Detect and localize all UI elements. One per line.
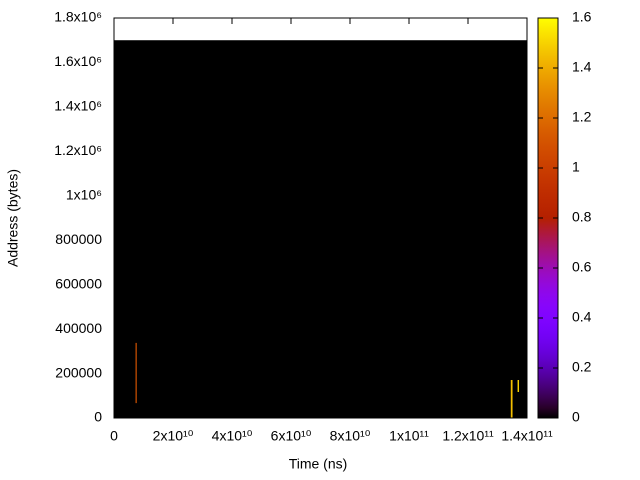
y-tick-label: 400000	[55, 320, 102, 336]
x-tick-label: 1x10¹¹	[389, 428, 429, 444]
colorbar-tick-label: 1.2	[572, 109, 592, 125]
colorbar-tick-label: 1	[572, 159, 580, 175]
y-tick-label: 0	[94, 409, 102, 425]
x-tick-label: 6x10¹⁰	[271, 428, 312, 444]
x-tick-label: 8x10¹⁰	[330, 428, 371, 444]
x-tick-label: 0	[110, 428, 118, 444]
x-tick-label: 1.2x10¹¹	[442, 428, 494, 444]
colorbar-tick-label: 0.2	[572, 359, 592, 375]
colorbar-tick-label: 0	[572, 409, 580, 425]
y-axis-label: Address (bytes)	[5, 169, 21, 267]
colorbar-tick-label: 1.6	[572, 9, 592, 25]
y-tick-label: 1.4x10⁶	[54, 98, 102, 114]
y-tick-label: 1.6x10⁶	[54, 53, 102, 69]
plot-frame	[113, 17, 528, 419]
colorbar-tick-label: 0.4	[572, 309, 592, 325]
colorbar-tick-label: 0.8	[572, 209, 592, 225]
heatmap-cell	[517, 380, 520, 392]
y-tick-label: 1x10⁶	[66, 186, 102, 202]
colorbar-tick-label: 0.6	[572, 259, 592, 275]
colorbar-tick-label: 1.4	[572, 59, 592, 75]
y-tick-label: 1.8x10⁶	[54, 9, 102, 25]
x-tick-label: 2x10¹⁰	[153, 428, 194, 444]
x-tick-label: 1.4x10¹¹	[501, 428, 553, 444]
y-tick-label: 1.2x10⁶	[54, 142, 102, 158]
heatmap-cell	[510, 380, 513, 418]
y-tick-label: 800000	[55, 231, 102, 247]
x-tick-label: 4x10¹⁰	[212, 428, 253, 444]
heatmap-cell	[135, 342, 137, 404]
y-tick-label: 600000	[55, 275, 102, 291]
x-axis-label: Time (ns)	[289, 456, 348, 472]
heatmap-cell	[114, 40, 527, 418]
y-tick-label: 200000	[55, 364, 102, 380]
